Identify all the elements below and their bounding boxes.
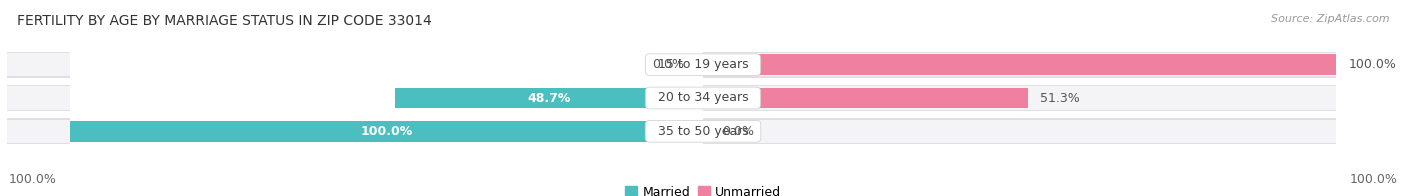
Text: 0.0%: 0.0% bbox=[723, 125, 754, 138]
Bar bbox=[703, 52, 1336, 78]
Bar bbox=[0, 118, 70, 144]
Text: 100.0%: 100.0% bbox=[1348, 58, 1396, 71]
Bar bbox=[0, 53, 70, 76]
Text: 35 to 50 years: 35 to 50 years bbox=[650, 125, 756, 138]
Bar bbox=[70, 121, 703, 142]
Bar bbox=[0, 85, 70, 111]
Text: 20 to 34 years: 20 to 34 years bbox=[650, 92, 756, 104]
Bar bbox=[395, 88, 703, 108]
Bar bbox=[703, 53, 1336, 76]
Text: 100.0%: 100.0% bbox=[8, 173, 56, 186]
Text: 100.0%: 100.0% bbox=[1350, 173, 1398, 186]
Text: 15 to 19 years: 15 to 19 years bbox=[650, 58, 756, 71]
Bar bbox=[0, 120, 70, 143]
Bar bbox=[703, 85, 1336, 111]
Bar bbox=[0, 86, 70, 110]
Text: 48.7%: 48.7% bbox=[527, 92, 571, 104]
Bar bbox=[703, 88, 1028, 108]
Text: 100.0%: 100.0% bbox=[360, 125, 413, 138]
Legend: Married, Unmarried: Married, Unmarried bbox=[620, 181, 786, 196]
Text: Source: ZipAtlas.com: Source: ZipAtlas.com bbox=[1271, 14, 1389, 24]
Bar bbox=[0, 52, 70, 78]
Bar bbox=[703, 86, 1336, 110]
Bar bbox=[703, 118, 1336, 144]
Bar bbox=[703, 120, 1336, 143]
Text: 0.0%: 0.0% bbox=[652, 58, 685, 71]
Text: FERTILITY BY AGE BY MARRIAGE STATUS IN ZIP CODE 33014: FERTILITY BY AGE BY MARRIAGE STATUS IN Z… bbox=[17, 14, 432, 28]
Text: 51.3%: 51.3% bbox=[1040, 92, 1080, 104]
Bar bbox=[703, 54, 1336, 75]
